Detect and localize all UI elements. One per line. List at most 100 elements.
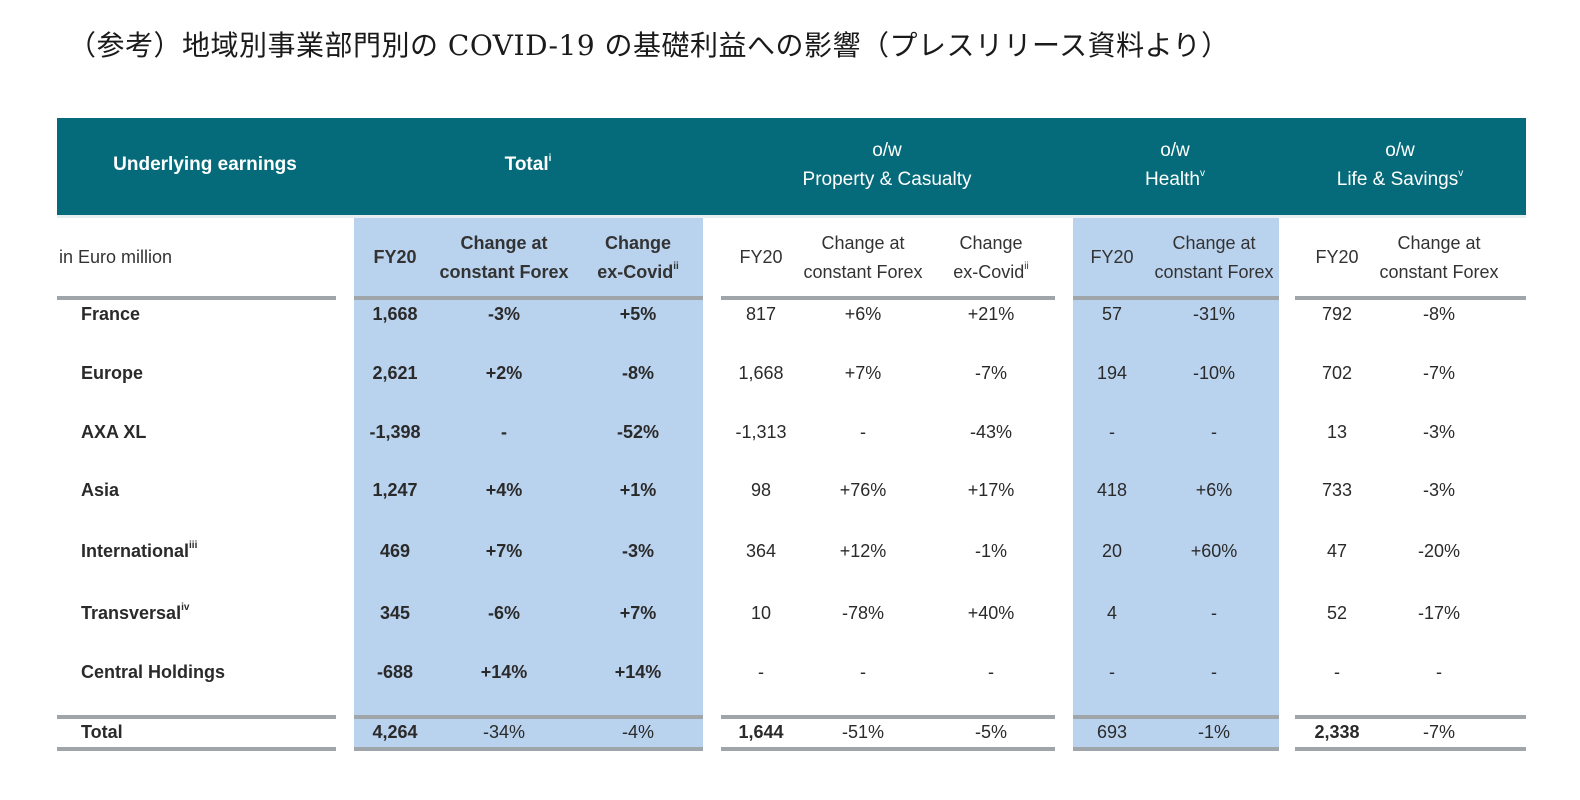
total-cell: 2,338 xyxy=(1314,722,1360,742)
subhdr-total-change: Change at constant Forex xyxy=(439,233,569,282)
table-cell: -3% xyxy=(621,541,655,561)
table-cell: +14% xyxy=(614,662,662,682)
table-cell: +76% xyxy=(839,480,887,500)
table-cell: - xyxy=(988,662,994,682)
table-cell: 20 xyxy=(1101,541,1123,561)
row-label-footnote: iv xyxy=(181,602,190,613)
table-cell: 1,668 xyxy=(372,304,418,324)
table-cell: - xyxy=(860,422,866,442)
table-cell: 98 xyxy=(750,480,772,500)
page-title: （参考）地域別事業部門別の COVID-19 の基礎利益への影響（プレスリリース… xyxy=(68,29,1230,62)
table-cell: -7% xyxy=(974,363,1008,383)
row-label-text: Central Holdings xyxy=(81,662,226,682)
row-label: Europe xyxy=(81,363,143,384)
rule-above-total-3 xyxy=(721,715,1055,719)
rule-under-header-3 xyxy=(721,296,1055,300)
table-cell: +1% xyxy=(619,480,657,500)
table-cell: +60% xyxy=(1190,541,1238,561)
table-cell: 418 xyxy=(1096,480,1128,500)
table-cell: +12% xyxy=(839,541,887,561)
row-label-text: France xyxy=(81,304,141,324)
header-total: Totali xyxy=(504,152,552,175)
row-label: Transversaliv xyxy=(81,603,189,624)
subhdr-pc-fy20: FY20 xyxy=(739,247,783,267)
table-cell: 733 xyxy=(1321,480,1353,500)
table-cell: - xyxy=(1334,662,1340,682)
table-cell: +21% xyxy=(967,304,1015,324)
total-cell: -5% xyxy=(974,722,1008,742)
table-cell: -3% xyxy=(1422,422,1456,442)
table-cell: 792 xyxy=(1321,304,1353,324)
row-label: Internationaliii xyxy=(81,541,197,562)
table-cell: -1,313 xyxy=(735,422,787,442)
table-cell: 52 xyxy=(1326,603,1348,623)
table-cell: 4 xyxy=(1106,603,1118,623)
subhdr-ls-change: Change at constant Forex xyxy=(1379,233,1499,282)
table-cell: 2,621 xyxy=(372,363,418,383)
table-cell: -7% xyxy=(1422,363,1456,383)
table-cell: 1,668 xyxy=(738,363,784,383)
rule-above-total-2 xyxy=(354,715,703,719)
table-cell: 13 xyxy=(1326,422,1348,442)
rule-under-header-4 xyxy=(1073,296,1279,300)
table-cell: -20% xyxy=(1417,541,1461,561)
table-cell: -8% xyxy=(621,363,655,383)
table-cell: -17% xyxy=(1417,603,1461,623)
rule-bottom-5 xyxy=(1295,747,1526,751)
table-cell: -8% xyxy=(1422,304,1456,324)
table-cell: +6% xyxy=(844,304,882,324)
table-cell: +7% xyxy=(844,363,882,383)
total-cell: -34% xyxy=(482,722,526,742)
table-cell: - xyxy=(1436,662,1442,682)
table-cell: - xyxy=(860,662,866,682)
table-cell: -6% xyxy=(487,603,521,623)
rule-bottom-2 xyxy=(354,747,703,751)
row-label: France xyxy=(81,304,140,325)
total-cell: 4,264 xyxy=(372,722,418,742)
total-cell: -7% xyxy=(1422,722,1456,742)
rule-under-header-1 xyxy=(57,296,336,300)
table-cell: 47 xyxy=(1326,541,1348,561)
table-cell: -1,398 xyxy=(369,422,421,442)
table-cell: - xyxy=(501,422,507,442)
health-column-highlight xyxy=(1073,215,1279,750)
table-cell: - xyxy=(1211,603,1217,623)
total-cell: -51% xyxy=(841,722,885,742)
table-cell: +2% xyxy=(485,363,523,383)
table-cell: -3% xyxy=(487,304,521,324)
table-cell: 10 xyxy=(750,603,772,623)
subhdr-health-change: Change at constant Forex xyxy=(1154,233,1274,282)
table-cell: +40% xyxy=(967,603,1015,623)
table-cell: - xyxy=(1109,662,1115,682)
table-cell: +7% xyxy=(619,603,657,623)
table-cell: 469 xyxy=(379,541,411,561)
table-cell: -52% xyxy=(616,422,660,442)
subhdr-total-excovid: Change ex-Covidii xyxy=(597,233,679,282)
table-cell: 1,247 xyxy=(372,480,418,500)
header-property-casualty: o/w Property & Casualty xyxy=(802,140,972,190)
table-cell: +7% xyxy=(485,541,523,561)
rule-above-total-5 xyxy=(1295,715,1526,719)
row-label: Central Holdings xyxy=(81,662,225,683)
rule-above-total-1 xyxy=(57,715,336,719)
table-cell: +4% xyxy=(485,480,523,500)
table-cell: 345 xyxy=(379,603,411,623)
header-health: o/w Healthv xyxy=(1145,140,1205,190)
subhdr-ls-fy20: FY20 xyxy=(1315,247,1359,267)
table-cell: - xyxy=(758,662,764,682)
table-cell: -3% xyxy=(1422,480,1456,500)
row-label-text: AXA XL xyxy=(81,422,147,442)
subhdr-health-fy20: FY20 xyxy=(1090,247,1134,267)
header-underlying-earnings: Underlying earnings xyxy=(113,154,297,175)
rule-above-total-4 xyxy=(1073,715,1279,719)
rule-under-header-5 xyxy=(1295,296,1526,300)
rule-under-header-2 xyxy=(354,296,703,300)
table-cell: -31% xyxy=(1192,304,1236,324)
subhdr-pc-change: Change at constant Forex xyxy=(803,233,923,282)
row-label-footnote: iii xyxy=(189,540,198,551)
table-cell: -78% xyxy=(841,603,885,623)
table-cell: -1% xyxy=(974,541,1008,561)
row-label-text: International xyxy=(81,541,190,561)
total-cell: -1% xyxy=(1197,722,1231,742)
total-cell: -4% xyxy=(621,722,655,742)
